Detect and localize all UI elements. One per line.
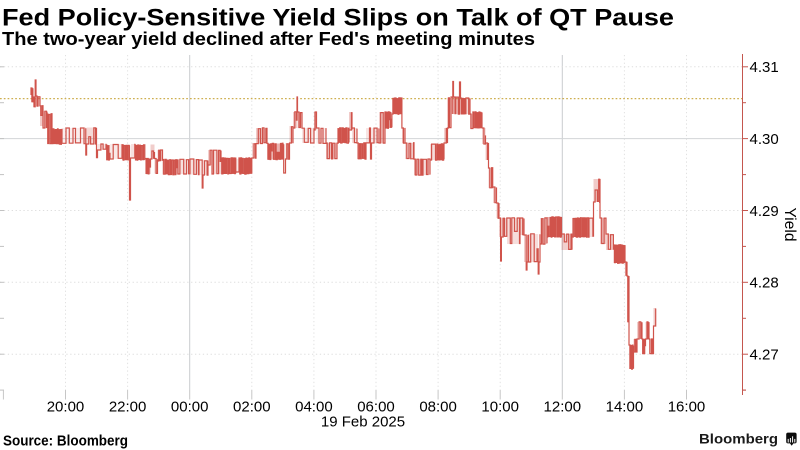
svg-text:Source: Bloomberg: Source: Bloomberg xyxy=(3,433,128,450)
svg-text:10:00: 10:00 xyxy=(481,399,519,416)
svg-text:Fed Policy-Sensitive Yield Sli: Fed Policy-Sensitive Yield Slips on Talk… xyxy=(2,5,674,32)
svg-text:14:00: 14:00 xyxy=(606,399,644,416)
svg-text:4.27: 4.27 xyxy=(750,347,779,364)
svg-text:4.31: 4.31 xyxy=(750,59,779,76)
svg-text:16:00: 16:00 xyxy=(668,399,706,416)
svg-text:4.29: 4.29 xyxy=(750,203,779,220)
svg-text:4.28: 4.28 xyxy=(750,275,779,292)
svg-text:00:00: 00:00 xyxy=(171,399,209,416)
svg-text:12:00: 12:00 xyxy=(544,399,582,416)
svg-text:Yield: Yield xyxy=(781,208,798,242)
svg-text:08:00: 08:00 xyxy=(419,399,457,416)
svg-text:20:00: 20:00 xyxy=(47,399,85,416)
svg-text:22:00: 22:00 xyxy=(109,399,147,416)
svg-text:04:00: 04:00 xyxy=(295,399,333,416)
svg-text:Bloomberg: Bloomberg xyxy=(699,431,778,447)
svg-text:The two-year yield declined af: The two-year yield declined after Fed's … xyxy=(2,29,535,49)
svg-text:06:00: 06:00 xyxy=(357,399,395,416)
svg-text:4.30: 4.30 xyxy=(750,131,779,148)
svg-text:02:00: 02:00 xyxy=(233,399,271,416)
svg-text:19 Feb 2025: 19 Feb 2025 xyxy=(321,414,405,431)
